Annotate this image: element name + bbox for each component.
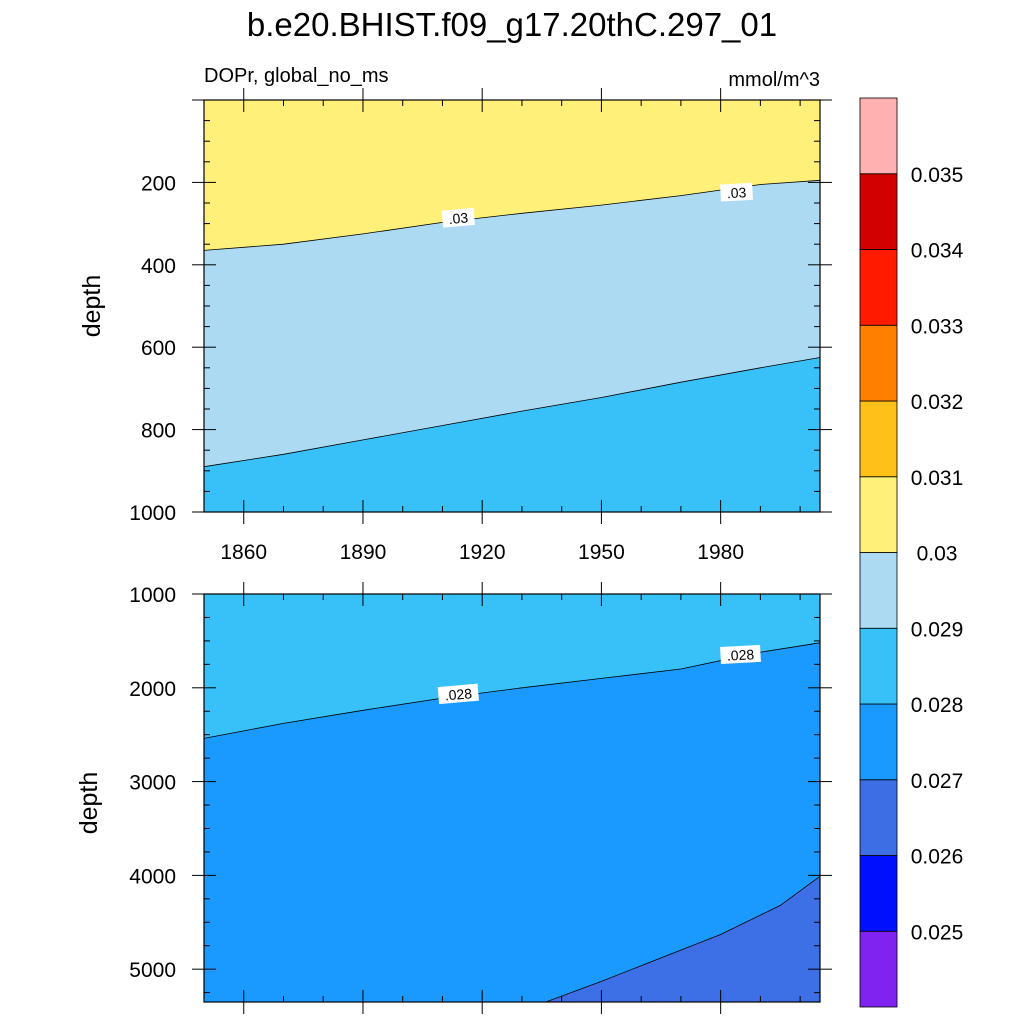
- contour-line: [545, 875, 821, 1003]
- contour-label-text: .028: [726, 646, 754, 663]
- colorbar-label: 0.027: [911, 770, 964, 793]
- colorbar-swatch: [859, 324, 898, 402]
- colorbar-label: 0.025: [911, 921, 964, 944]
- colorbar-label: 0.032: [911, 391, 964, 414]
- contour-fill-region: [204, 357, 820, 512]
- figure-title: b.e20.BHIST.f09_g17.20thC.297_01: [247, 6, 777, 43]
- y-axis-label: depth: [78, 275, 106, 338]
- contour-label-box: [441, 207, 475, 228]
- contour-label-text: .03: [726, 184, 746, 201]
- x-tick-label: 1890: [340, 541, 387, 564]
- colorbar-swatch: [859, 173, 898, 250]
- colorbar-swatch: [859, 400, 898, 478]
- contour-line: [203, 357, 821, 468]
- colorbar-label: 0.029: [911, 618, 964, 641]
- contour-label-box: [720, 182, 753, 202]
- contour-label: .028: [720, 644, 761, 665]
- colorbar-label: 0.031: [911, 467, 964, 490]
- colorbar-swatch: [859, 855, 898, 932]
- y-tick-label: 1000: [129, 502, 176, 525]
- x-tick-label: 1920: [459, 541, 506, 564]
- units-label: mmol/m^3: [728, 69, 820, 91]
- contour-fill-region: [545, 876, 820, 1002]
- colorbar-label: 0.028: [911, 694, 964, 717]
- contour-label-text: .028: [444, 685, 473, 703]
- colorbar-swatch: [859, 249, 898, 326]
- panel-lower: .028 .028 1000 2000 3000 4000 5000 depth: [75, 582, 832, 1014]
- contour-label: .028: [437, 683, 479, 705]
- y-tick-label: 4000: [129, 865, 176, 888]
- y-tick-label: 5000: [129, 959, 176, 982]
- contour-label: .03: [720, 182, 753, 202]
- variable-label: DOPr, global_no_ms: [204, 65, 389, 87]
- colorbar-swatch: [859, 97, 898, 175]
- y-tick-label: 800: [141, 420, 176, 443]
- colorbar-swatch: [859, 930, 898, 1008]
- colorbar-label: 0.034: [911, 240, 964, 263]
- contour-label-text: .03: [448, 209, 469, 227]
- colorbar-swatch: [859, 552, 898, 629]
- x-tick-label: 1950: [578, 541, 625, 564]
- y-tick-label: 600: [141, 337, 176, 360]
- colorbar: 0.025 0.026 0.027 0.028 0.029 0.03 0.031 0.032 0…: [859, 97, 964, 1008]
- y-tick-label: 400: [141, 255, 176, 278]
- colorbar-label: 0.035: [911, 164, 964, 187]
- colorbar-label: 0.03: [917, 543, 958, 566]
- y-tick-label: 2000: [129, 678, 176, 701]
- contour-label: .03: [441, 207, 475, 228]
- colorbar-swatch: [859, 476, 898, 553]
- x-tick-label: 1860: [220, 541, 267, 564]
- panels: .03 .03 1860 1890 1920 1950 1980 200 400 600 800 10…: [75, 88, 832, 1014]
- contour-fill-region: [204, 642, 820, 1002]
- colorbar-swatch: [859, 627, 898, 705]
- y-axis-label: depth: [75, 772, 103, 835]
- colorbar-label: 0.033: [911, 315, 964, 338]
- colorbar-swatch: [859, 703, 898, 781]
- colorbar-swatch: [859, 779, 898, 856]
- colorbar-label: 0.026: [911, 846, 964, 869]
- contour-label-box: [437, 683, 479, 705]
- x-tick-label: 1980: [697, 541, 744, 564]
- y-tick-label: 1000: [129, 584, 176, 607]
- panel-upper: .03 .03 1860 1890 1920 1950 1980 200 400 600 800 10…: [78, 88, 832, 564]
- plot-frame: [203, 593, 821, 1003]
- y-tick-label: 3000: [129, 772, 176, 795]
- contour-label-box: [720, 644, 761, 665]
- y-tick-label: 200: [141, 172, 176, 195]
